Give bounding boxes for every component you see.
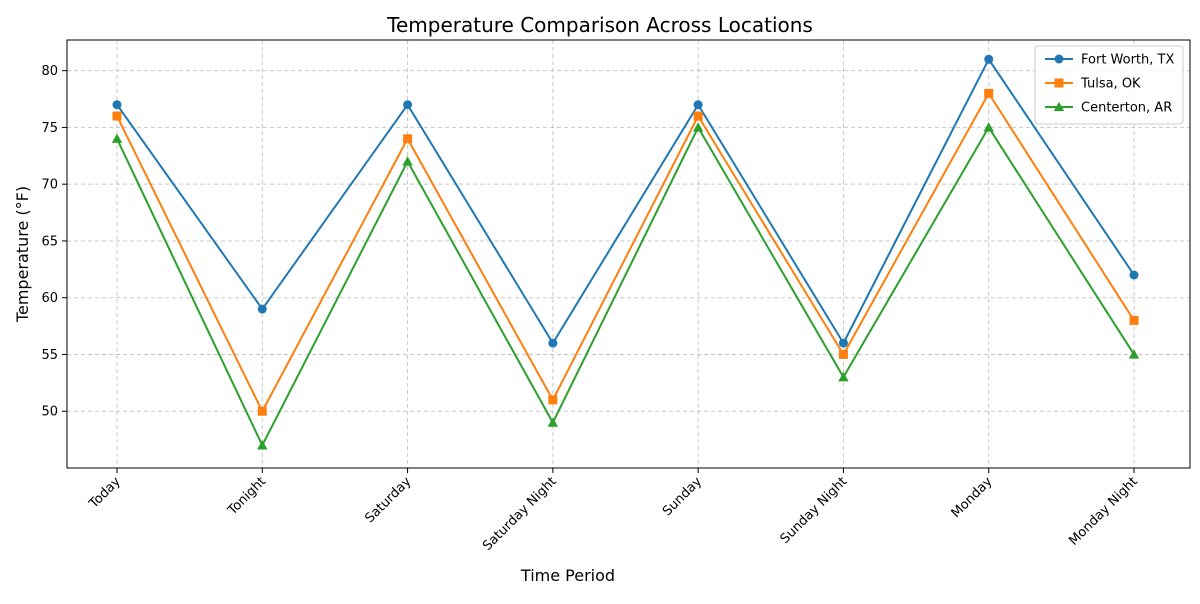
legend-marker (1054, 78, 1064, 88)
data-point (838, 371, 849, 382)
y-tick-label: 70 (41, 178, 58, 193)
data-point (838, 338, 848, 348)
data-point (403, 134, 413, 144)
series-2 (112, 88, 1139, 416)
y-tick-label: 55 (41, 348, 58, 363)
data-point (1128, 349, 1140, 359)
y-tick-label: 80 (41, 64, 58, 79)
legend-item: Centerton, AR (1045, 101, 1172, 116)
y-tick-label: 60 (41, 291, 58, 306)
chart-title: Temperature Comparison Across Locations (386, 13, 813, 37)
data-point (1129, 270, 1139, 280)
data-point (984, 54, 994, 64)
series-1 (112, 54, 1139, 348)
y-tick-label: 65 (41, 234, 58, 249)
data-point (402, 156, 413, 166)
data-point (257, 440, 268, 450)
y-tick-label: 75 (41, 121, 58, 136)
data-point (111, 133, 123, 143)
series-line (116, 58, 1135, 345)
data-point (112, 100, 122, 110)
x-axis-label: Time Period (520, 566, 615, 585)
data-point (983, 122, 994, 132)
data-point (548, 338, 558, 348)
legend-label: Fort Worth, TX (1081, 53, 1174, 68)
data-point (257, 406, 267, 416)
legend-box (1034, 45, 1184, 125)
data-point (257, 304, 267, 314)
data-point (693, 100, 703, 110)
grid (67, 40, 1190, 468)
data-point (693, 111, 703, 121)
legend-label: Tulsa, OK (1080, 77, 1141, 92)
legend-item: Tulsa, OK (1045, 77, 1141, 92)
series-line (116, 126, 1135, 447)
series-line (116, 92, 1135, 413)
legend-item: Fort Worth, TX (1045, 53, 1174, 68)
data-point (692, 122, 704, 132)
data-point (548, 395, 558, 405)
legend-label: Centerton, AR (1081, 101, 1172, 116)
data-point (547, 417, 559, 427)
data-point (403, 100, 413, 110)
series-3 (111, 122, 1140, 450)
data-point (112, 111, 122, 121)
data-point (984, 88, 994, 98)
legend-marker (1054, 54, 1064, 64)
legend: Fort Worth, TX Tulsa, OK Centerton, AR (1034, 45, 1184, 125)
data-point (1129, 315, 1139, 325)
legend-marker (1053, 101, 1065, 112)
y-axis-label: Temperature (°F) (13, 186, 32, 323)
plot-frame (66, 39, 1191, 469)
series-lines (111, 54, 1140, 450)
data-point (838, 349, 848, 359)
y-tick-label: 50 (41, 405, 58, 420)
